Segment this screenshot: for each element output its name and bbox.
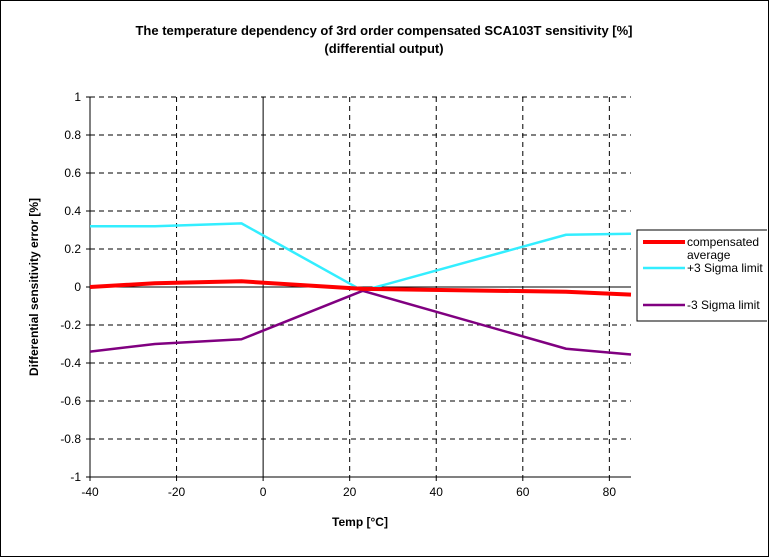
y-axis-title: Differential sensitivity error [%] — [27, 198, 41, 376]
legend-label-1: compensated — [687, 235, 759, 249]
series-line-2 — [90, 222, 632, 293]
series-line-1 — [89, 279, 632, 297]
legend-label-2: +3 Sigma limit — [687, 261, 763, 275]
legend-label-1: average — [687, 248, 731, 262]
x-axis-title: Temp [°C] — [332, 515, 388, 529]
legend-label-3: -3 Sigma limit — [687, 298, 760, 312]
series-line-3 — [89, 289, 632, 356]
y-tick-label: 0 — [74, 280, 81, 294]
y-tick-label: -0.4 — [60, 356, 81, 370]
series-lines — [89, 222, 632, 356]
chart-title-line-2: (differential output) — [324, 41, 443, 56]
y-tick-label: -0.6 — [60, 394, 81, 408]
x-tick-label: 40 — [430, 485, 444, 499]
x-tick-label: 20 — [343, 485, 357, 499]
x-tick-label: 80 — [603, 485, 617, 499]
y-tick-label: 0.8 — [64, 128, 81, 142]
y-tick-label: -0.2 — [60, 318, 81, 332]
y-tick-label: 0.2 — [64, 242, 81, 256]
x-tick-label: -40 — [81, 485, 99, 499]
tick-labels: -1 -0.8 -0.6 -0.4 -0.2 0 0.2 0.4 0.6 0.8 1 -40 -20 0 2… — [60, 90, 616, 499]
x-tick-label: -20 — [168, 485, 186, 499]
y-tick-label: -1 — [70, 470, 81, 484]
y-tick-label: 0.4 — [64, 204, 81, 218]
y-tick-label: 0.6 — [64, 166, 81, 180]
y-tick-label: -0.8 — [60, 432, 81, 446]
chart-title-line-1: The temperature dependency of 3rd order … — [135, 23, 632, 38]
x-tick-label: 0 — [260, 485, 267, 499]
x-tick-label: 60 — [516, 485, 530, 499]
y-tick-label: 1 — [74, 90, 81, 104]
